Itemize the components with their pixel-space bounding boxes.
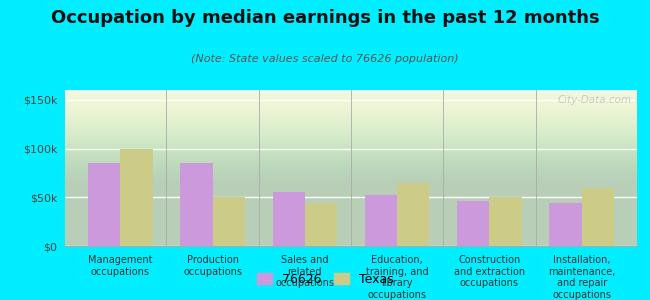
- Text: Occupation by median earnings in the past 12 months: Occupation by median earnings in the pas…: [51, 9, 599, 27]
- Bar: [549, 203, 582, 246]
- Bar: [213, 197, 245, 246]
- Bar: [489, 197, 522, 246]
- Bar: [365, 195, 397, 246]
- Bar: [120, 148, 153, 246]
- Bar: [582, 188, 614, 246]
- Bar: [457, 201, 489, 246]
- Bar: [397, 183, 430, 246]
- Bar: [88, 163, 120, 246]
- Text: (Note: State values scaled to 76626 population): (Note: State values scaled to 76626 popu…: [191, 54, 459, 64]
- Bar: [272, 192, 305, 246]
- Legend: 76626, Texas: 76626, Texas: [252, 268, 398, 291]
- Bar: [180, 163, 213, 246]
- Text: City-Data.com: City-Data.com: [557, 95, 631, 105]
- Bar: [305, 203, 337, 246]
